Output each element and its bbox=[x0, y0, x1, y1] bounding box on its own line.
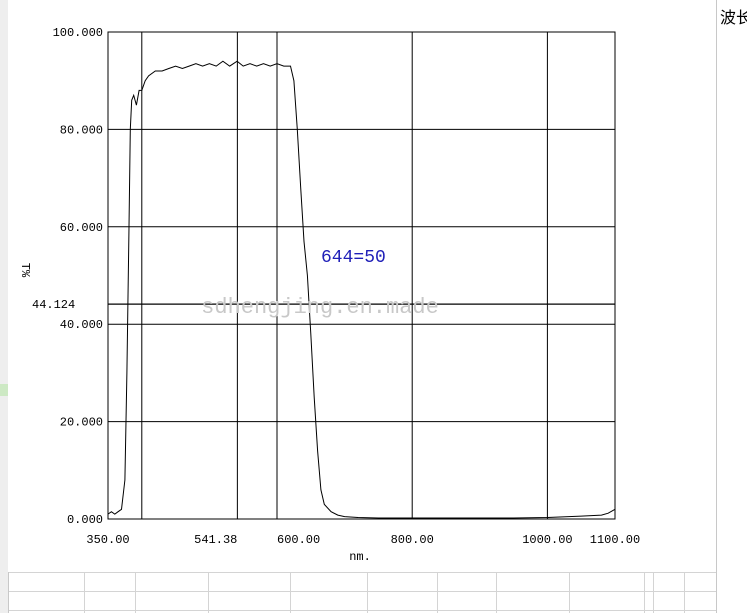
watermark-text: sdhengjing.en.made bbox=[201, 295, 439, 320]
x-tick-label: 541.38 bbox=[194, 533, 237, 547]
y-tick-label: 60.000 bbox=[60, 221, 103, 235]
selected-row-marker bbox=[0, 384, 8, 396]
y-tick-label: 20.000 bbox=[60, 416, 103, 430]
x-tick-label: 1000.00 bbox=[522, 533, 572, 547]
annotation-label: 644=50 bbox=[321, 248, 386, 268]
transmission-chart: 0.000 20.000 40.000 60.000 80.000 100.000 350.… bbox=[18, 26, 640, 564]
x-tick-label: 600.00 bbox=[277, 533, 320, 547]
y-tick-label: 80.000 bbox=[60, 123, 103, 137]
label-layer: 0.000 20.000 40.000 60.000 80.000 100.000 350.… bbox=[18, 26, 640, 564]
x-axis-label: nm. bbox=[349, 550, 371, 564]
y-tick-label: 100.000 bbox=[53, 26, 103, 40]
plot-border bbox=[107, 31, 616, 520]
y-axis-label: T% bbox=[18, 263, 32, 278]
column-header-text: 波长 bbox=[720, 8, 747, 27]
right-column-panel: 波长 bbox=[716, 0, 747, 613]
series-layer bbox=[107, 60, 616, 519]
x-tick-label: 1100.00 bbox=[590, 533, 640, 547]
chart-frame: 0.000 20.000 40.000 60.000 80.000 100.000 350.… bbox=[8, 0, 714, 572]
y-tick-label: 0.000 bbox=[67, 513, 103, 527]
y-tick-label: 40.000 bbox=[60, 318, 103, 332]
x-tick-label: 350.00 bbox=[86, 533, 129, 547]
x-tick-label: 800.00 bbox=[391, 533, 434, 547]
transmission-series-line bbox=[107, 60, 616, 519]
marker-label: 44.124 bbox=[32, 298, 75, 312]
grid-layer bbox=[107, 31, 616, 520]
